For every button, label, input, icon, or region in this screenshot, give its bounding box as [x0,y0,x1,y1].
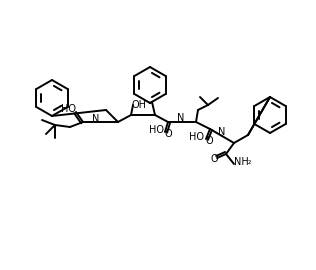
Text: N: N [218,127,226,137]
Text: HO: HO [149,125,165,135]
Text: O: O [210,154,218,164]
Text: O: O [164,129,172,139]
Text: ₂: ₂ [247,157,251,167]
Text: N: N [177,113,185,123]
Text: NH: NH [234,157,248,167]
Text: N: N [92,114,100,124]
Text: HO: HO [62,104,76,114]
Text: OH: OH [131,100,147,110]
Text: O: O [205,136,213,146]
Text: HO: HO [190,132,204,142]
